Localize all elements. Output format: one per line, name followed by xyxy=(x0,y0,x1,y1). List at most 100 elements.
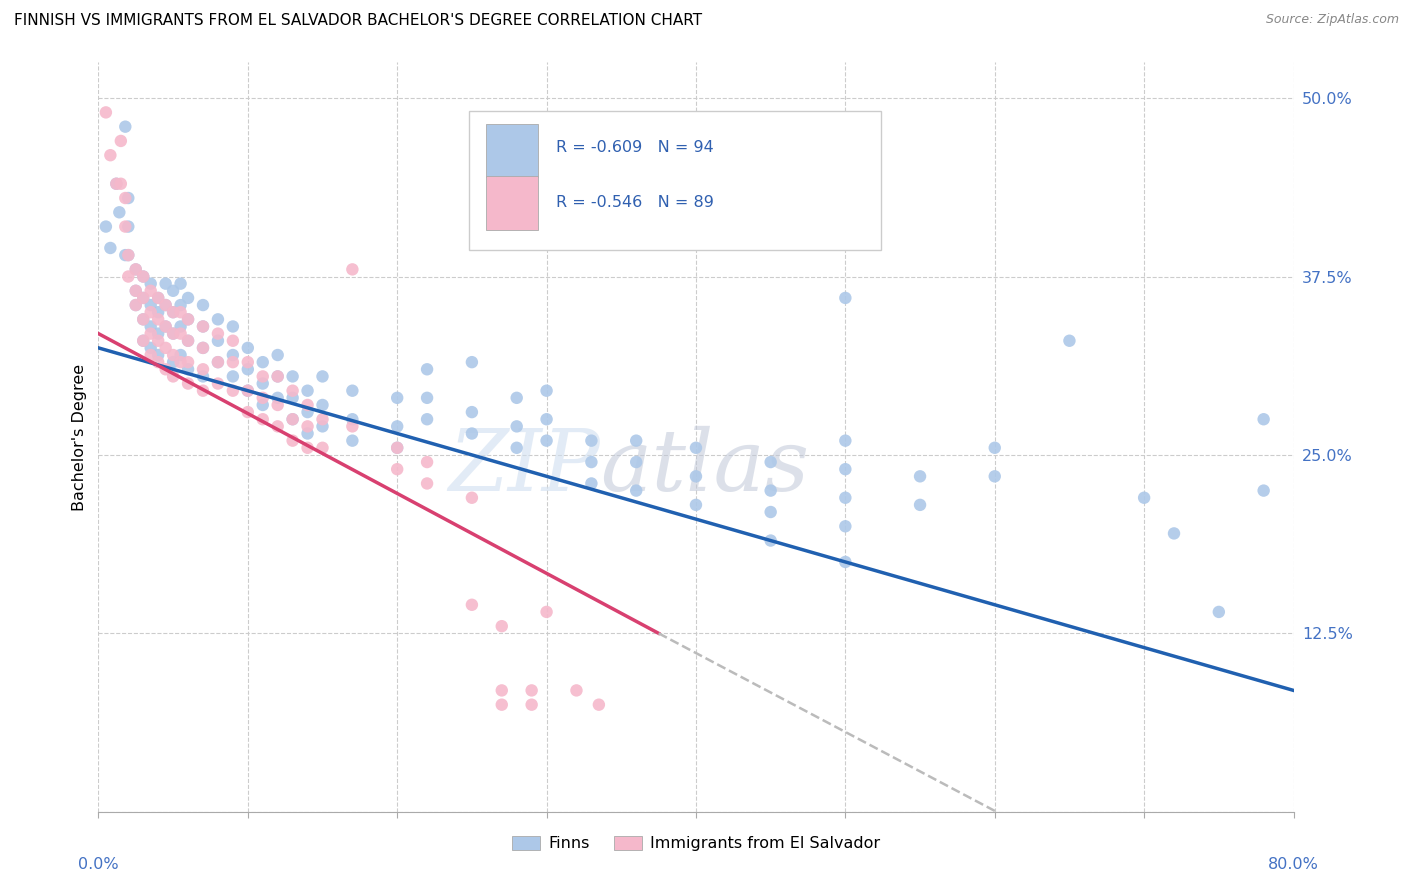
Point xyxy=(834,491,856,505)
Point xyxy=(108,205,131,219)
Point xyxy=(191,384,214,398)
Point xyxy=(105,177,128,191)
Point xyxy=(297,398,319,412)
Point xyxy=(834,462,856,476)
Point xyxy=(132,291,155,305)
Point xyxy=(132,334,155,348)
Point xyxy=(461,355,484,369)
Point xyxy=(759,505,782,519)
Point xyxy=(125,298,148,312)
Point xyxy=(148,348,170,362)
Point xyxy=(169,348,191,362)
Point xyxy=(177,362,200,376)
Point xyxy=(162,369,184,384)
Point xyxy=(588,698,610,712)
Point xyxy=(222,334,245,348)
Point xyxy=(207,376,229,391)
Point xyxy=(416,362,439,376)
FancyBboxPatch shape xyxy=(485,177,538,229)
Point xyxy=(834,555,856,569)
Point xyxy=(236,384,259,398)
Point xyxy=(148,355,170,369)
Point xyxy=(148,291,170,305)
Point xyxy=(222,348,245,362)
Point xyxy=(139,319,162,334)
Point xyxy=(1059,334,1081,348)
Point xyxy=(236,362,259,376)
Point xyxy=(626,455,648,469)
Point xyxy=(155,277,177,291)
Point xyxy=(162,284,184,298)
Point xyxy=(155,298,177,312)
Point xyxy=(908,498,931,512)
Point xyxy=(416,455,439,469)
Point xyxy=(207,355,229,369)
Point xyxy=(281,412,304,426)
Point xyxy=(506,391,529,405)
Point xyxy=(281,412,304,426)
Point xyxy=(169,355,191,369)
Point xyxy=(94,219,117,234)
Point xyxy=(155,362,177,376)
Point xyxy=(98,241,122,255)
Point xyxy=(385,441,409,455)
Text: Source: ZipAtlas.com: Source: ZipAtlas.com xyxy=(1265,13,1399,27)
Point xyxy=(1133,491,1156,505)
Point xyxy=(236,341,259,355)
Point xyxy=(125,262,148,277)
Point xyxy=(267,369,290,384)
Point xyxy=(236,355,259,369)
Point xyxy=(297,405,319,419)
Point xyxy=(506,441,529,455)
Y-axis label: Bachelor's Degree: Bachelor's Degree xyxy=(72,364,87,510)
Point xyxy=(162,305,184,319)
Point xyxy=(191,369,214,384)
Point xyxy=(191,319,214,334)
Point xyxy=(155,319,177,334)
Point xyxy=(207,326,229,341)
Point xyxy=(177,376,200,391)
Point xyxy=(139,326,162,341)
Point xyxy=(342,384,364,398)
Point xyxy=(139,341,162,355)
Point xyxy=(984,441,1007,455)
Point xyxy=(139,348,162,362)
Point xyxy=(162,355,184,369)
Point xyxy=(342,434,364,448)
Point xyxy=(281,434,304,448)
Point xyxy=(685,441,707,455)
Point xyxy=(148,334,170,348)
Point xyxy=(581,476,603,491)
Point xyxy=(191,319,214,334)
Point xyxy=(311,419,333,434)
Point xyxy=(984,469,1007,483)
Point xyxy=(162,326,184,341)
Point xyxy=(252,355,274,369)
Point xyxy=(148,305,170,319)
Point xyxy=(177,334,200,348)
Point xyxy=(191,341,214,355)
Legend: Finns, Immigrants from El Salvador: Finns, Immigrants from El Salvador xyxy=(505,830,887,858)
Point xyxy=(139,298,162,312)
Point xyxy=(536,605,558,619)
Point xyxy=(125,284,148,298)
Point xyxy=(162,348,184,362)
Point xyxy=(385,419,409,434)
Point xyxy=(759,483,782,498)
Point xyxy=(536,434,558,448)
Point xyxy=(506,419,529,434)
Point xyxy=(236,405,259,419)
Point xyxy=(162,326,184,341)
Point xyxy=(461,426,484,441)
Point xyxy=(169,298,191,312)
Point xyxy=(110,134,132,148)
Point xyxy=(132,312,155,326)
Point xyxy=(252,369,274,384)
Point xyxy=(759,533,782,548)
Point xyxy=(536,384,558,398)
Point xyxy=(191,362,214,376)
Point xyxy=(281,384,304,398)
Point xyxy=(834,434,856,448)
Point xyxy=(520,683,543,698)
Point xyxy=(114,120,136,134)
